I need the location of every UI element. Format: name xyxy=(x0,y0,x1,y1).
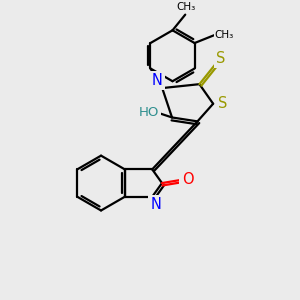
Text: CH₃: CH₃ xyxy=(177,2,196,12)
Text: N: N xyxy=(152,73,163,88)
Text: HO: HO xyxy=(138,106,159,119)
Text: S: S xyxy=(216,51,226,66)
Text: CH₃: CH₃ xyxy=(214,30,234,40)
Text: S: S xyxy=(218,96,228,111)
Text: O: O xyxy=(182,172,193,187)
Text: N: N xyxy=(151,197,162,212)
